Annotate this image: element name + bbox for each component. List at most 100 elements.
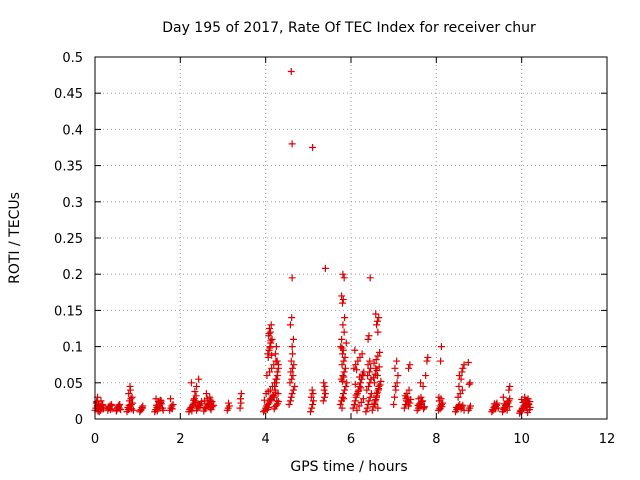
data-point — [237, 390, 245, 398]
data-point — [126, 382, 134, 390]
data-point — [320, 379, 328, 387]
data-point — [352, 361, 360, 369]
data-point — [260, 396, 268, 404]
data-point — [523, 399, 531, 407]
data-point — [354, 387, 362, 395]
data-point — [168, 405, 176, 413]
data-point — [195, 375, 203, 383]
data-point — [95, 405, 103, 413]
data-point — [187, 379, 195, 387]
data-point — [502, 401, 510, 409]
data-points — [91, 67, 534, 417]
data-point — [437, 357, 445, 365]
data-point — [364, 361, 372, 369]
data-point — [340, 395, 348, 403]
chart-title: Day 195 of 2017, Rate Of TEC Index for r… — [162, 20, 536, 36]
data-point — [308, 386, 316, 394]
data-point — [351, 346, 359, 354]
data-point — [188, 407, 196, 415]
data-point — [274, 390, 282, 398]
data-point — [286, 397, 294, 405]
data-point — [376, 381, 384, 389]
data-point — [157, 398, 165, 406]
data-point — [263, 372, 271, 380]
data-point — [210, 401, 218, 409]
data-point — [390, 401, 398, 409]
data-point — [93, 398, 101, 406]
data-point — [406, 361, 414, 369]
data-point — [362, 408, 370, 416]
data-point — [198, 398, 206, 406]
data-point — [340, 274, 348, 282]
data-point — [457, 375, 465, 383]
x-tick-label: 4 — [262, 432, 270, 447]
data-point — [338, 292, 346, 300]
data-point — [342, 339, 350, 347]
data-point — [265, 330, 273, 338]
data-point — [355, 402, 363, 410]
data-point — [319, 397, 327, 405]
data-point — [289, 350, 297, 358]
data-point — [127, 395, 135, 403]
grid-lines — [95, 57, 607, 419]
data-point — [272, 375, 280, 383]
data-point — [266, 368, 274, 376]
data-point — [289, 386, 297, 394]
y-tick-label: 0 — [75, 413, 83, 428]
data-point — [452, 403, 460, 411]
data-point — [287, 368, 295, 376]
data-point — [309, 144, 317, 151]
data-point — [97, 397, 105, 405]
data-point — [365, 397, 373, 405]
data-point — [403, 390, 411, 398]
data-point — [438, 403, 446, 411]
data-point — [285, 401, 293, 409]
data-point — [291, 382, 299, 390]
data-point — [405, 364, 413, 372]
data-point — [286, 321, 294, 329]
data-point — [288, 390, 296, 398]
x-tick-label: 8 — [432, 432, 440, 447]
data-point — [272, 343, 280, 351]
data-point — [366, 357, 374, 365]
data-point — [405, 386, 413, 394]
data-point — [423, 357, 431, 365]
data-point — [268, 335, 276, 343]
data-point — [374, 352, 382, 360]
data-point — [364, 372, 372, 380]
data-point — [169, 401, 177, 409]
data-point — [372, 310, 380, 318]
data-point — [354, 357, 362, 365]
data-point — [288, 375, 296, 383]
data-point — [339, 270, 347, 278]
data-point — [321, 264, 329, 272]
y-tick-label: 0.45 — [54, 87, 83, 102]
data-point — [338, 344, 346, 352]
data-point — [350, 401, 358, 409]
data-point — [458, 386, 466, 394]
data-point — [506, 382, 514, 390]
data-point — [364, 382, 372, 390]
data-point — [236, 395, 244, 403]
data-point — [356, 382, 364, 390]
data-point — [371, 397, 379, 405]
data-point — [419, 382, 427, 390]
data-point — [341, 353, 349, 361]
data-point — [268, 364, 276, 372]
data-point — [273, 397, 281, 405]
data-point — [274, 361, 282, 369]
data-point — [374, 328, 382, 336]
data-point — [341, 314, 349, 322]
data-point — [309, 401, 317, 409]
data-point — [125, 401, 133, 409]
y-tick-label: 0.05 — [54, 377, 83, 392]
x-tick-label: 10 — [513, 432, 530, 447]
data-point — [492, 405, 500, 413]
data-point — [289, 372, 297, 380]
data-point — [342, 382, 350, 390]
data-point — [499, 393, 507, 401]
data-point — [336, 401, 344, 409]
data-point — [459, 364, 467, 372]
y-tick-label: 0.2 — [62, 268, 83, 283]
data-point — [97, 406, 105, 414]
